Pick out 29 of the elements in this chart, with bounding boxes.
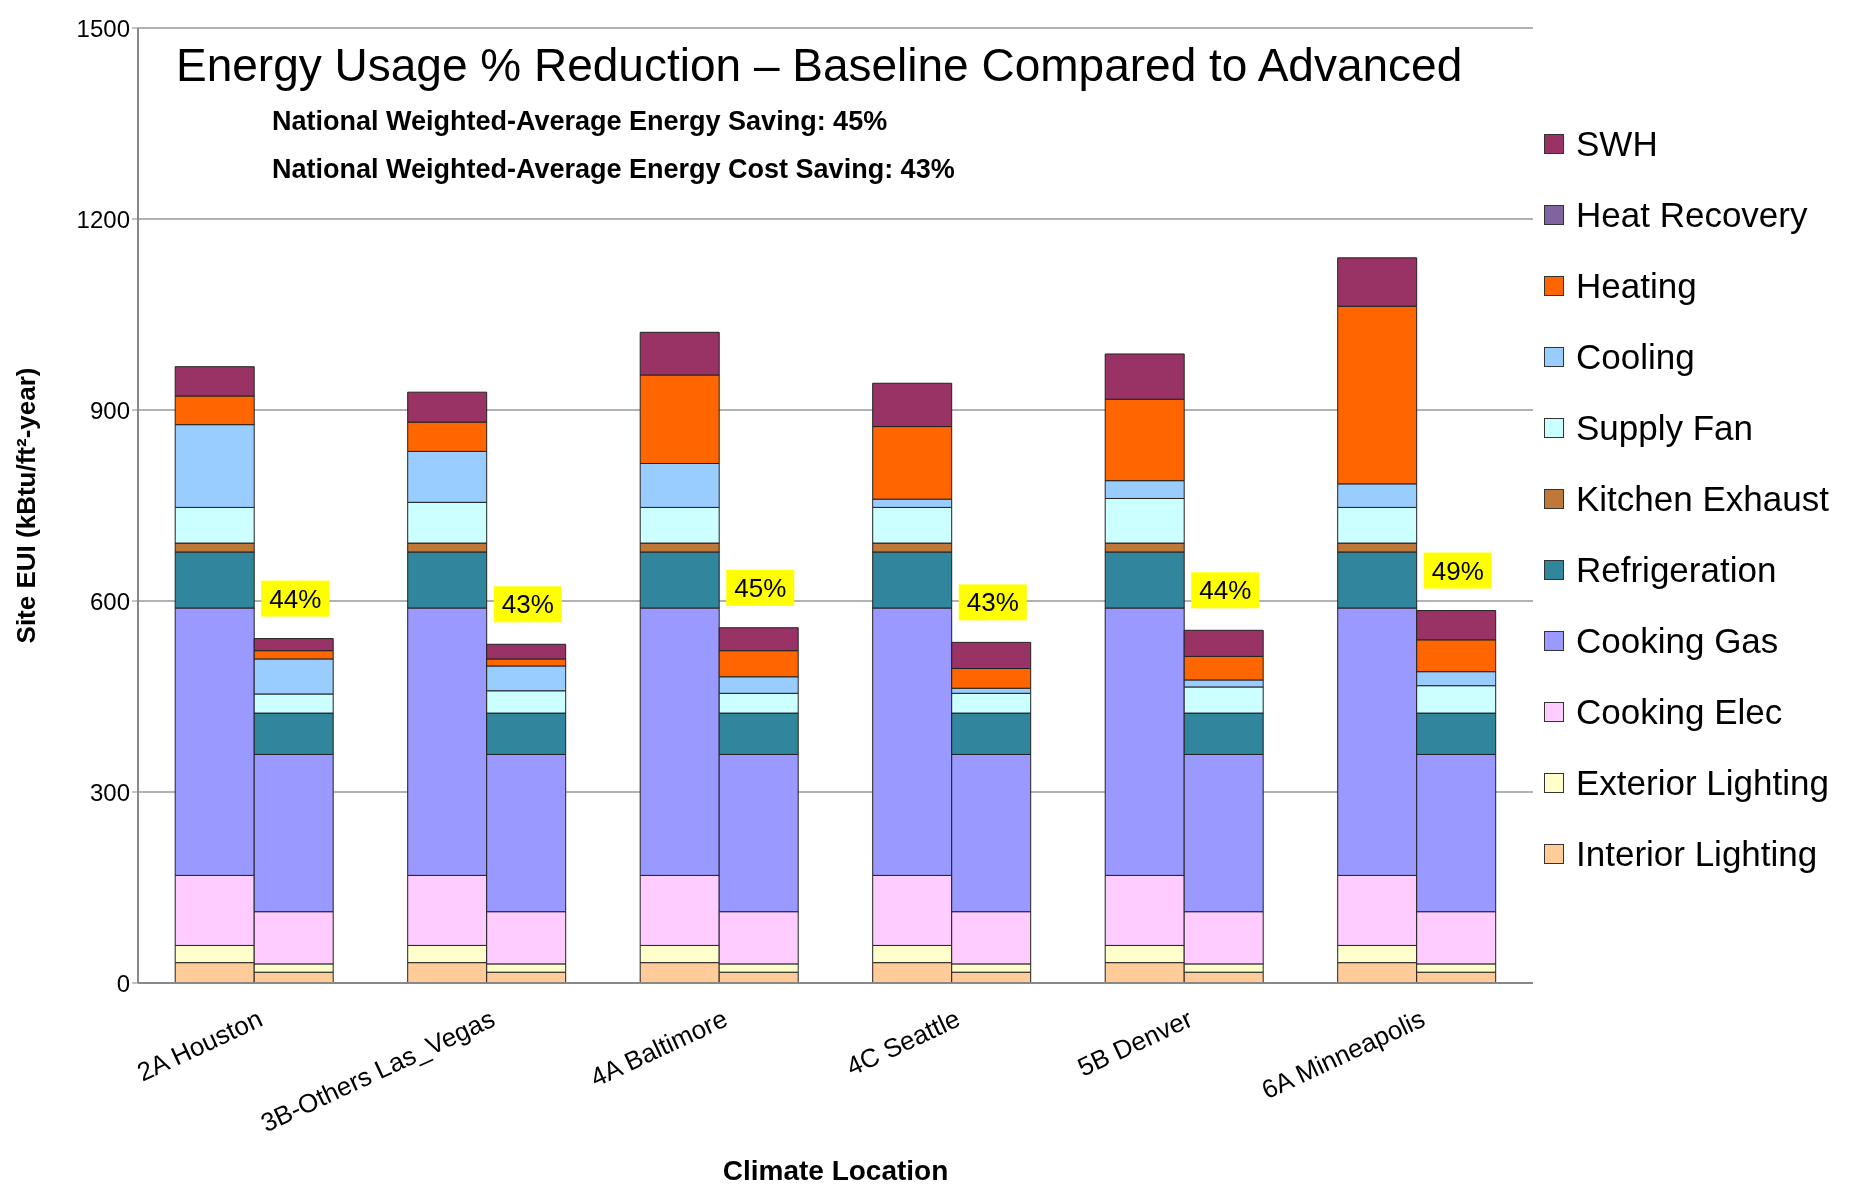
- y-tick-label: 300: [89, 778, 130, 806]
- legend-label: Supply Fan: [1576, 407, 1754, 448]
- annotation: National Weighted-Average Energy Saving: 45%: [272, 106, 888, 137]
- y-tick-label: 1200: [76, 205, 130, 233]
- chart-title: Energy Usage % Reduction – Baseline Compared to Advanced: [176, 38, 1463, 92]
- legend-label: Heating: [1576, 265, 1697, 306]
- annotation: 44%: [1199, 575, 1252, 606]
- legend-label: Interior Lighting: [1576, 833, 1818, 874]
- legend-label: Refrigeration: [1576, 549, 1777, 590]
- y-tick-label: 0: [116, 969, 130, 997]
- legend-label: Kitchen Exhaust: [1576, 478, 1829, 519]
- annotation: 43%: [501, 589, 554, 620]
- annotation: 44%: [269, 583, 322, 614]
- annotation: 49%: [1431, 555, 1484, 586]
- annotation: 45%: [734, 572, 787, 603]
- annotation: National Weighted-Average Energy Cost Saving: 43%: [272, 154, 955, 185]
- x-tick-label: 4C Seattle: [841, 1003, 965, 1082]
- legend-label: SWH: [1576, 123, 1658, 164]
- annotation: 43%: [966, 587, 1019, 618]
- legend-label: Heat Recovery: [1576, 194, 1808, 235]
- x-axis-title: Climate Location: [722, 1155, 949, 1186]
- legend-label: Cooking Gas: [1576, 620, 1779, 661]
- y-tick-label: 900: [89, 396, 130, 424]
- legend-label: Exterior Lighting: [1576, 762, 1829, 803]
- legend-label: Cooking Elec: [1576, 691, 1783, 732]
- y-tick-label: 600: [89, 587, 130, 615]
- y-axis-title: Site EUI (kBtu/ft²-year): [11, 367, 42, 644]
- legend-label: Cooling: [1576, 336, 1695, 377]
- y-tick-label: 1500: [76, 14, 130, 42]
